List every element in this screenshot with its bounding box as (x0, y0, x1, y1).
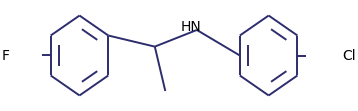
Text: F: F (1, 49, 9, 62)
Text: HN: HN (180, 20, 201, 34)
Text: Cl: Cl (342, 49, 356, 62)
